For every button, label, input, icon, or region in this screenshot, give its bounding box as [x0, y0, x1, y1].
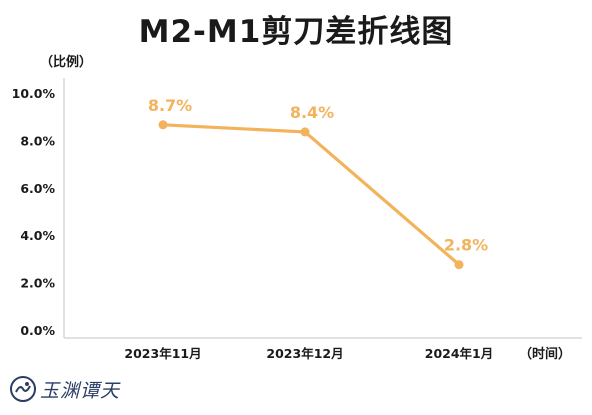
y-tick-label: 6.0% — [20, 181, 55, 196]
y-tick-labels: 0.0% 2.0% 4.0% 6.0% 8.0% 10.0% — [12, 86, 56, 338]
x-tick-label: 2023年11月 — [124, 346, 201, 361]
chart-title: M2-M1剪刀差折线图 — [138, 14, 454, 50]
y-tick-label: 8.0% — [20, 133, 55, 148]
x-axis-label: （时间） — [519, 346, 571, 362]
x-tick-labels: 2023年11月 2023年12月 2024年1月 — [124, 346, 493, 361]
logo-emblem-icon — [10, 376, 36, 402]
series-path — [161, 123, 461, 267]
logo-text: 玉渊谭天 — [40, 379, 121, 402]
data-label: 2.8% — [444, 236, 488, 255]
brand-logo: 玉渊谭天 — [10, 374, 120, 404]
y-tick-label: 4.0% — [20, 228, 55, 243]
series-line: 8.7% 8.4% 2.8% — [148, 96, 488, 270]
data-point — [300, 127, 310, 137]
y-tick-label: 0.0% — [20, 323, 55, 338]
data-point — [158, 120, 168, 130]
y-axis-label: （比例） — [40, 54, 92, 70]
y-tick-label: 10.0% — [12, 86, 56, 101]
data-label: 8.4% — [290, 103, 334, 122]
y-tick-label: 2.0% — [20, 276, 55, 291]
x-tick-label: 2024年1月 — [425, 346, 494, 361]
data-point — [454, 260, 464, 270]
x-tick-label: 2023年12月 — [266, 346, 343, 361]
data-label: 8.7% — [148, 96, 192, 115]
